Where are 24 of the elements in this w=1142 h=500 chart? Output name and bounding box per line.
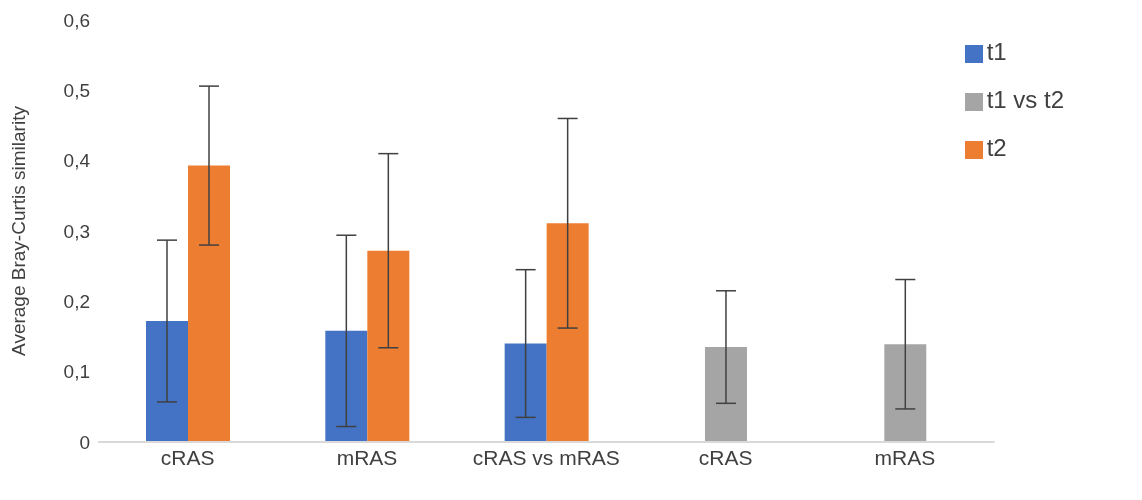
y-tick-label: 0,1 (63, 361, 90, 383)
y-tick-label: 0,3 (63, 220, 90, 242)
legend-label: t2 (986, 134, 1007, 161)
x-tick-label: mRAS (874, 445, 936, 469)
y-tick-label: 0,5 (63, 80, 90, 102)
legend-label: t1 (986, 38, 1007, 65)
y-tick-label: 0,4 (63, 150, 91, 172)
bar (704, 347, 747, 442)
x-tick-label: mRAS (336, 445, 398, 469)
bar (146, 321, 188, 442)
bar (367, 250, 410, 442)
bar (325, 330, 368, 442)
y-tick-label: 0,2 (63, 291, 90, 313)
x-tick-label: cRAS (160, 445, 215, 469)
y-tick-label: 0 (79, 431, 90, 453)
bar (504, 343, 547, 442)
x-tick-label: cRAS vs mRAS (472, 445, 620, 469)
y-tick-label: 0,6 (63, 9, 90, 31)
bar (884, 344, 927, 442)
legend-label: t1 vs t2 (986, 86, 1064, 113)
x-tick-label: cRAS (698, 445, 753, 469)
bar (188, 165, 230, 442)
bar (546, 223, 589, 442)
y-axis-title: Average Bray-Curtis similarity (7, 105, 29, 356)
